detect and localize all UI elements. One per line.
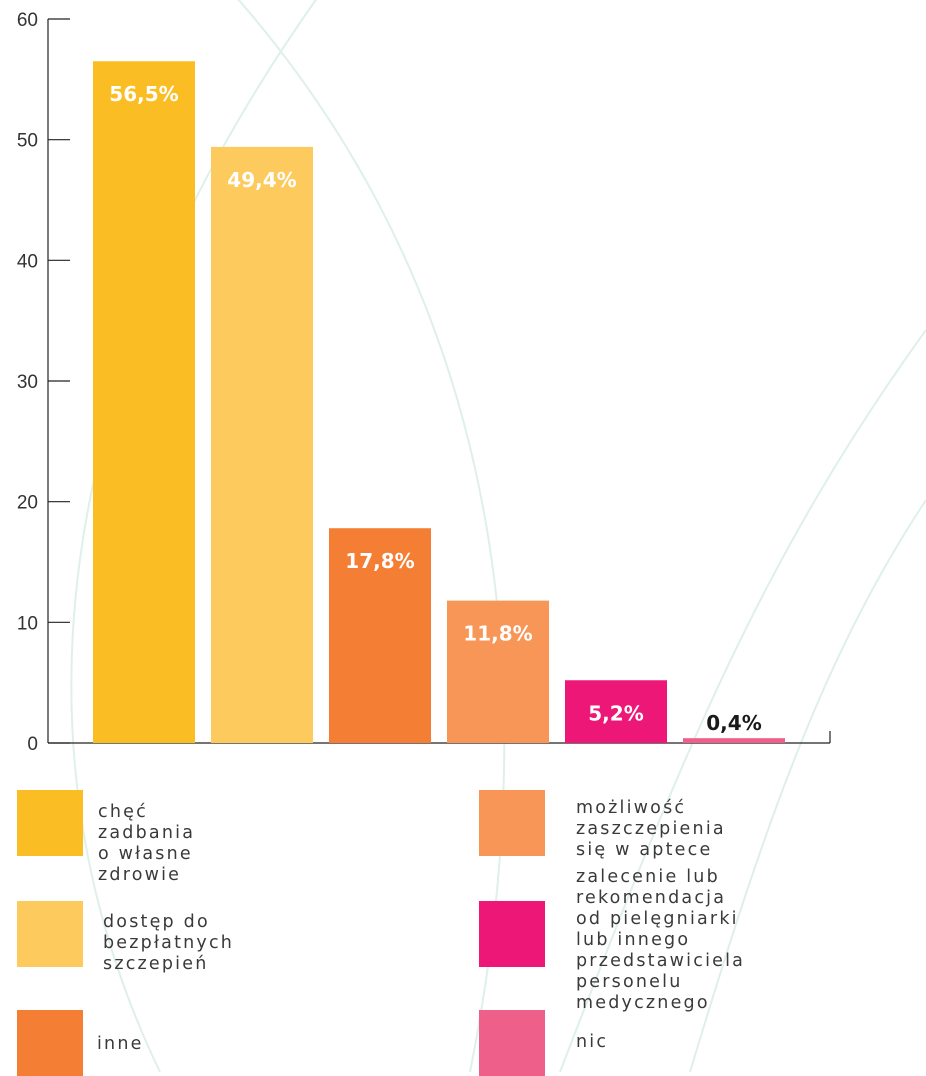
bar-value-label: 49,4% (227, 168, 296, 192)
bar (447, 600, 549, 743)
bar-value-label: 56,5% (109, 82, 178, 106)
y-tick-label: 0 (27, 734, 38, 755)
bar (93, 61, 195, 743)
bar-value-label: 17,8% (345, 549, 414, 573)
y-tick-label: 10 (17, 613, 38, 634)
bar-value-label: 11,8% (463, 622, 532, 646)
y-tick-label: 60 (17, 10, 38, 31)
y-tick-label: 40 (17, 251, 38, 272)
background-decoration (70, 0, 926, 1072)
bar (329, 528, 431, 743)
bar-value-label: 5,2% (588, 701, 643, 725)
y-tick-label: 20 (17, 493, 38, 514)
bar-value-label: 0,4% (706, 711, 761, 735)
y-tick-label: 30 (17, 372, 38, 393)
bars: 56,5% 49,4% 17,8% 11,8% 5,2% 0,4% (93, 61, 785, 743)
bar (683, 738, 785, 743)
bar (211, 146, 313, 743)
y-tick-label: 50 (17, 131, 38, 152)
bar (565, 680, 667, 743)
